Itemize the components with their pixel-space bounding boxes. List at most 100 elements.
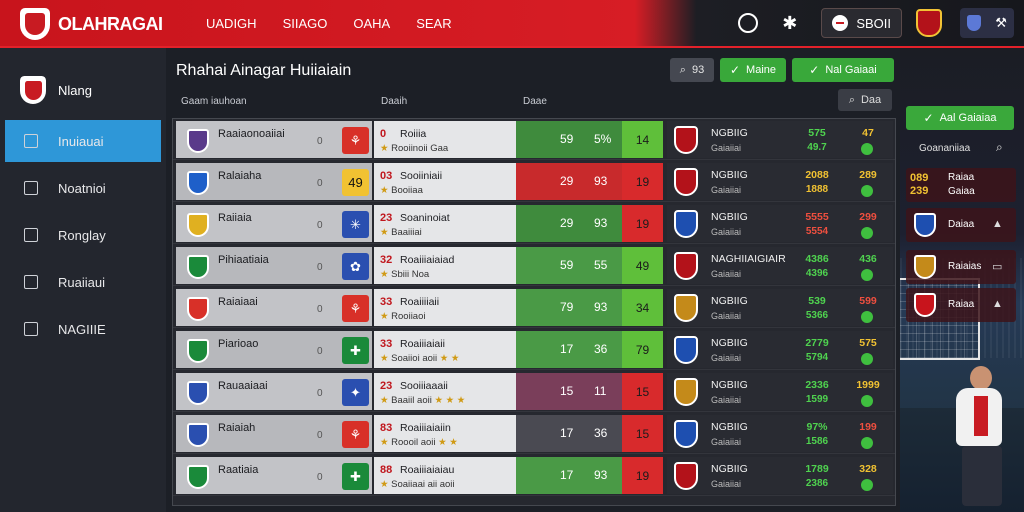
team-cell[interactable]: Rauaaiaai 0 ✦: [176, 373, 372, 410]
team-tile-icon[interactable]: ⚘: [342, 127, 369, 154]
market-subtitle: Gaiaiiai: [711, 269, 742, 279]
team-cell[interactable]: Raiaiaai 0 ⚘: [176, 289, 372, 326]
gear-icon[interactable]: ✱: [782, 12, 798, 33]
team-tile-icon[interactable]: ✿: [342, 253, 369, 280]
market-value: 539: [808, 295, 826, 307]
team-crest-icon: [187, 255, 209, 279]
opponent-crest-icon: [674, 294, 698, 322]
team-tile-icon[interactable]: ✳: [342, 211, 369, 238]
team-cell[interactable]: Raiaiah 0 ⚘: [176, 415, 372, 452]
team-cell[interactable]: Piarioao 0 ✚: [176, 331, 372, 368]
score-b: 93: [594, 468, 608, 482]
right-panel-card[interactable]: Raiaias ▭: [906, 250, 1016, 284]
table-row[interactable]: Pihiaatiaia 0 ✿ 32 Roaiiiaiaiad ★ Sbiii Noa 5…: [173, 245, 895, 286]
clock-icon[interactable]: [738, 13, 759, 33]
market-value-secondary: 5554: [805, 226, 829, 237]
search-button[interactable]: ⌕ Daa: [838, 89, 892, 111]
user-button[interactable]: SBOII: [821, 8, 902, 38]
settings-group[interactable]: ⚒: [960, 8, 1014, 38]
table-row[interactable]: Raiiaia 0 ✳ 23 Soaninoiat ★ Baaiiiai 29 93 19 NG…: [173, 203, 895, 244]
sidebar-item[interactable]: Ruaiiaui: [0, 261, 166, 303]
opponent-crest-icon: [674, 210, 698, 238]
card-crest-icon: [914, 293, 936, 317]
sidebar-brand[interactable]: Nlang: [20, 76, 92, 104]
team-tile-icon[interactable]: ⚘: [342, 295, 369, 322]
nav-item[interactable]: SEAR: [416, 16, 452, 31]
match-subtitle-text: Roooil aoii: [391, 437, 439, 448]
team-count: 0: [317, 472, 323, 483]
star-icon: ★: [380, 479, 392, 490]
table-row[interactable]: Ralaiaha 0 49 03 Sooiiniaii ★ Booiiaa 29 93 19 N…: [173, 161, 895, 202]
sidebar-item[interactable]: Noatnioi: [0, 167, 166, 209]
secondary-button[interactable]: ✓ Nal Gaiaai: [792, 58, 894, 82]
tools-icon: ⚒: [995, 15, 1007, 30]
pencil-icon: [24, 228, 38, 242]
column-label: Daae: [523, 96, 547, 107]
brand[interactable]: OLAHRAGAI: [20, 8, 163, 40]
score-cell: 29 93: [516, 163, 622, 200]
opponent-crest-icon: [674, 420, 698, 448]
sidebar-item[interactable]: Ronglay: [0, 214, 166, 256]
sidebar-item[interactable]: NAGIIIE: [0, 308, 166, 350]
table-row[interactable]: Raiaiaai 0 ⚘ 33 Roaiiiiaii ★ Rooiiaoi 79 93 34 N…: [173, 287, 895, 328]
card-action-icon[interactable]: ▭: [992, 261, 1003, 273]
table-row[interactable]: Raaiaonoaiiai 0 ⚘ 0 Roiiia ★ Rooiinoii Gaa 59…: [173, 119, 895, 160]
right-panel-card[interactable]: Raiaa ▲: [906, 288, 1016, 322]
team-tile-icon[interactable]: 49: [342, 169, 369, 196]
sidebar-item-label: Ronglay: [58, 227, 106, 243]
market-name: NGBIIG: [711, 379, 748, 391]
table-row[interactable]: Rauaaiaai 0 ✦ 23 Sooiiiaaaii ★ Baaiil aoii ★ …: [173, 371, 895, 412]
market-cell[interactable]: NGBIIG Gaiaiiai 2336 1599 1999: [667, 373, 893, 410]
table-row[interactable]: Piarioao 0 ✚ 33 Roaiiiaiaii ★ Soaiioi aoii ★ …: [173, 329, 895, 370]
team-cell[interactable]: Raatiaia 0 ✚: [176, 457, 372, 494]
market-subtitle: Gaiaiiai: [711, 353, 742, 363]
market-cell[interactable]: NGBIIG Gaiaiiai 97% 1586 199: [667, 415, 893, 452]
market-cell[interactable]: NGBIIG Gaiaiiai 5555 5554 299: [667, 205, 893, 242]
market-cell[interactable]: NAGHIIAIGIAIR Gaiaiiai 4386 4396 436: [667, 247, 893, 284]
team-cell[interactable]: Pihiaatiaia 0 ✿: [176, 247, 372, 284]
team-crest-icon: [187, 465, 209, 489]
market-value: 5555: [805, 211, 829, 223]
market-value: 97%: [806, 421, 828, 433]
team-tile-icon[interactable]: ✦: [342, 379, 369, 406]
right-panel-card[interactable]: 089 239 Raiaa Gaiaa: [906, 168, 1016, 202]
right-panel-button[interactable]: ✓ Aal Gaiaiaa: [906, 106, 1014, 130]
primary-button[interactable]: ✓ Maine: [720, 58, 786, 82]
card-sublabel: Gaiaa: [948, 186, 975, 197]
score-b: 93: [594, 300, 608, 314]
team-cell[interactable]: Raiiaia 0 ✳: [176, 205, 372, 242]
sidebar-item-label: Inuiauai: [58, 133, 104, 149]
score-a: 29: [560, 216, 574, 230]
sidebar-item-label: Noatnioi: [58, 180, 106, 196]
match-title: Roaiiiaiaiau: [400, 464, 455, 476]
sidebar-item[interactable]: Inuiauai: [5, 120, 161, 162]
filter-button[interactable]: ⌕ 93: [670, 58, 714, 82]
table-row[interactable]: Raiaiah 0 ⚘ 83 Roaiiiaiaiin ★ Roooil aoii ★ ★…: [173, 413, 895, 454]
market-subtitle: Gaiaiiai: [711, 185, 742, 195]
match-detail: 03 Sooiiniaii ★ Booiiaa: [374, 163, 516, 200]
team-cell[interactable]: Raaiaonoaiiai 0 ⚘: [176, 121, 372, 158]
market-cell[interactable]: NGBIIG Gaiaiiai 2088 1888 289: [667, 163, 893, 200]
team-crest-icon: [187, 213, 209, 237]
market-cell[interactable]: NGBIIG Gaiaiiai 2779 5794 575: [667, 331, 893, 368]
match-subtitle-text: Baaiiiai: [391, 227, 422, 238]
market-cell[interactable]: NGBIIG Gaiaiiai 575 49.7 47: [667, 121, 893, 158]
market-cell[interactable]: NGBIIG Gaiaiiai 1789 2386 328: [667, 457, 893, 494]
market-cell[interactable]: NGBIIG Gaiaiiai 539 5366 599: [667, 289, 893, 326]
team-tile-icon[interactable]: ✚: [342, 463, 369, 490]
search-icon[interactable]: ⌕: [996, 140, 1003, 154]
team-cell[interactable]: Ralaiaha 0 49: [176, 163, 372, 200]
nav-item[interactable]: SIIAGO: [282, 16, 328, 31]
club-icon[interactable]: [916, 9, 942, 37]
match-number: 88: [380, 464, 393, 476]
team-tile-icon[interactable]: ⚘: [342, 421, 369, 448]
nav-item[interactable]: UADIGH: [206, 16, 257, 31]
card-action-icon[interactable]: ▲: [992, 298, 1003, 310]
table-row[interactable]: Raatiaia 0 ✚ 88 Roaiiiaiaiau ★ Soaiiaai aii a…: [173, 455, 895, 496]
right-panel-card[interactable]: Daiaa ▲: [906, 208, 1016, 242]
user-icon: [832, 15, 849, 31]
nav-item[interactable]: OAHA: [353, 16, 391, 31]
team-tile-icon[interactable]: ✚: [342, 337, 369, 364]
match-subtitle-text: Sbiii Noa: [391, 269, 430, 280]
card-action-icon[interactable]: ▲: [992, 218, 1003, 230]
